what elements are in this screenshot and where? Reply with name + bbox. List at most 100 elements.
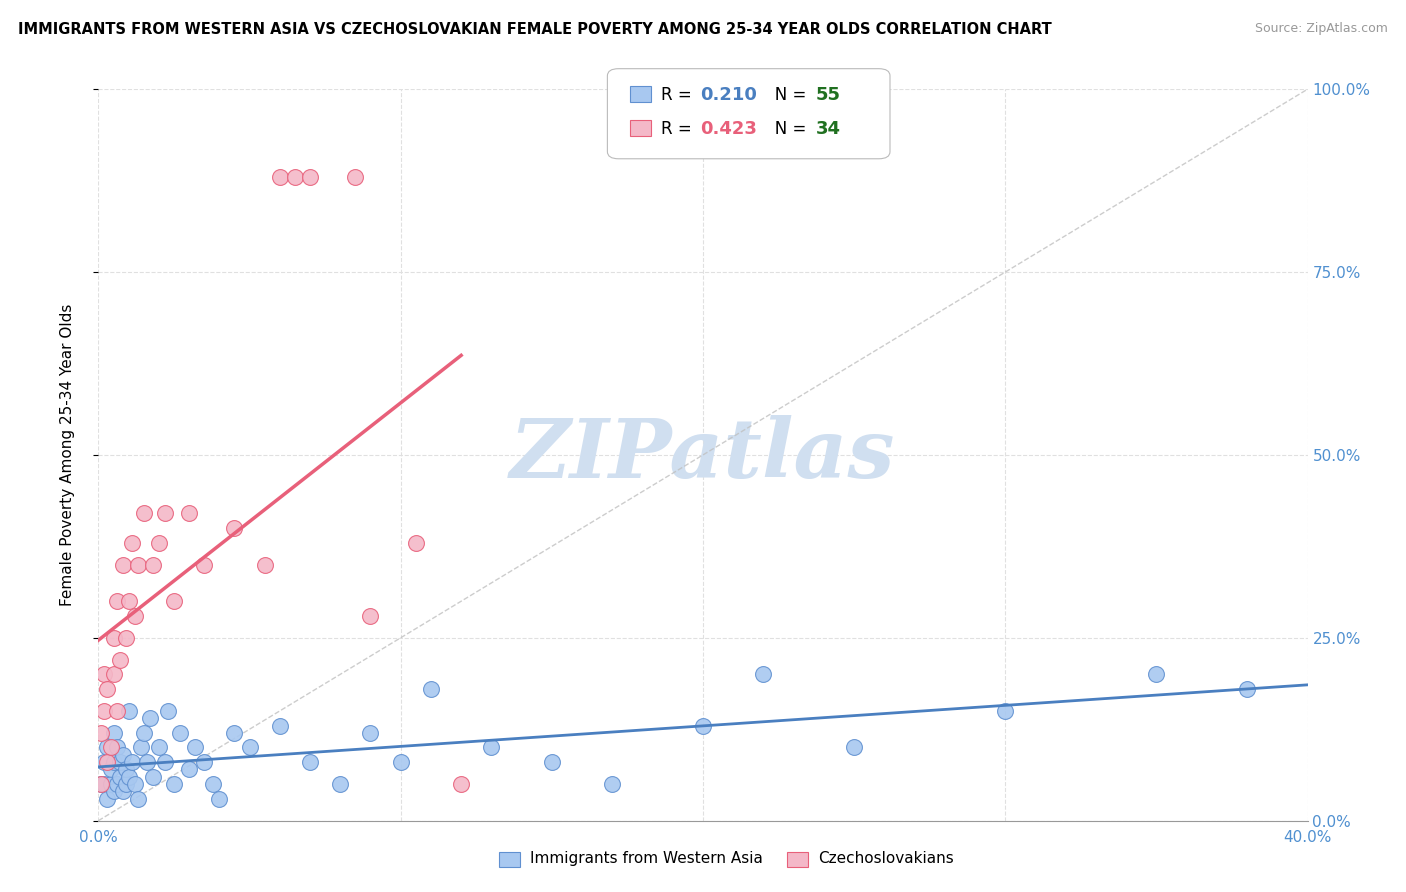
Point (153, 507, 176, 521)
Point (114, 631, 136, 645)
Point (156, 704, 179, 718)
Text: Czechoslovakians: Czechoslovakians (818, 851, 955, 865)
Point (93, 667, 115, 681)
Point (118, 704, 141, 718)
Point (103, 755, 125, 769)
Point (540, 755, 562, 769)
Point (96, 681, 118, 696)
Point (118, 594, 141, 608)
Point (103, 667, 125, 681)
Point (752, 667, 775, 681)
Point (269, 718, 291, 732)
Text: R =: R = (661, 87, 697, 104)
Point (135, 755, 157, 769)
Point (127, 558, 149, 572)
Text: 55: 55 (815, 87, 841, 104)
Point (108, 653, 131, 667)
Text: Source: ZipAtlas.com: Source: ZipAtlas.com (1254, 22, 1388, 36)
Point (105, 704, 128, 718)
Point (153, 755, 176, 769)
Point (96, 755, 118, 769)
Text: N =: N = (759, 87, 811, 104)
Point (360, 726, 382, 740)
Point (132, 726, 155, 740)
Point (193, 755, 215, 769)
Text: 0.423: 0.423 (700, 120, 756, 138)
Point (179, 507, 201, 521)
Text: 34: 34 (815, 120, 841, 138)
Point (139, 711, 162, 725)
Point (202, 777, 225, 791)
Point (103, 726, 125, 740)
Point (93, 704, 115, 718)
Point (90, 726, 112, 740)
Point (100, 777, 122, 791)
Point (111, 784, 134, 798)
Point (224, 521, 246, 535)
Point (90, 777, 112, 791)
Text: R =: R = (661, 120, 697, 138)
Point (844, 740, 866, 755)
Point (208, 791, 231, 805)
Y-axis label: Female Poverty Among 25-34 Year Olds: Female Poverty Among 25-34 Year Olds (60, 304, 75, 606)
Point (93, 777, 115, 791)
Text: ZIPatlas: ZIPatlas (510, 415, 896, 495)
Point (329, 777, 352, 791)
Point (184, 740, 207, 755)
Point (111, 747, 134, 762)
Point (692, 718, 714, 732)
Point (420, 681, 443, 696)
Point (481, 740, 503, 755)
Point (118, 770, 141, 784)
Point (124, 608, 146, 623)
Point (105, 594, 128, 608)
Point (299, 755, 322, 769)
Point (105, 777, 128, 791)
Point (121, 535, 143, 549)
Point (239, 740, 262, 755)
Point (193, 558, 215, 572)
Point (90, 777, 112, 791)
Point (602, 777, 624, 791)
Point (103, 631, 125, 645)
Point (132, 507, 155, 521)
Point (169, 726, 191, 740)
Point (142, 770, 165, 784)
Point (96, 791, 118, 805)
Point (994, 704, 1017, 718)
Point (108, 770, 131, 784)
Point (111, 558, 134, 572)
Point (389, 755, 412, 769)
Point (108, 755, 131, 769)
Point (121, 755, 143, 769)
Point (1236, 681, 1258, 696)
Point (100, 763, 122, 777)
Text: Immigrants from Western Asia: Immigrants from Western Asia (530, 851, 763, 865)
Point (179, 763, 201, 777)
Point (163, 777, 186, 791)
Point (360, 608, 382, 623)
Point (142, 558, 165, 572)
Point (269, 169, 291, 184)
Point (344, 169, 367, 184)
Point (127, 791, 149, 805)
Text: 0.210: 0.210 (700, 87, 756, 104)
Point (1146, 667, 1168, 681)
Point (129, 740, 152, 755)
Point (93, 755, 115, 769)
Point (284, 169, 307, 184)
Point (124, 777, 146, 791)
Point (96, 740, 118, 755)
Point (450, 777, 472, 791)
Point (114, 763, 136, 777)
Text: IMMIGRANTS FROM WESTERN ASIA VS CZECHOSLOVAKIAN FEMALE POVERTY AMONG 25-34 YEAR : IMMIGRANTS FROM WESTERN ASIA VS CZECHOSL… (18, 22, 1052, 37)
Point (148, 535, 170, 549)
Text: N =: N = (759, 120, 811, 138)
Point (103, 784, 125, 798)
Point (105, 740, 128, 755)
Point (405, 535, 427, 549)
Point (100, 740, 122, 755)
Point (163, 594, 186, 608)
Point (114, 777, 136, 791)
Point (148, 740, 170, 755)
